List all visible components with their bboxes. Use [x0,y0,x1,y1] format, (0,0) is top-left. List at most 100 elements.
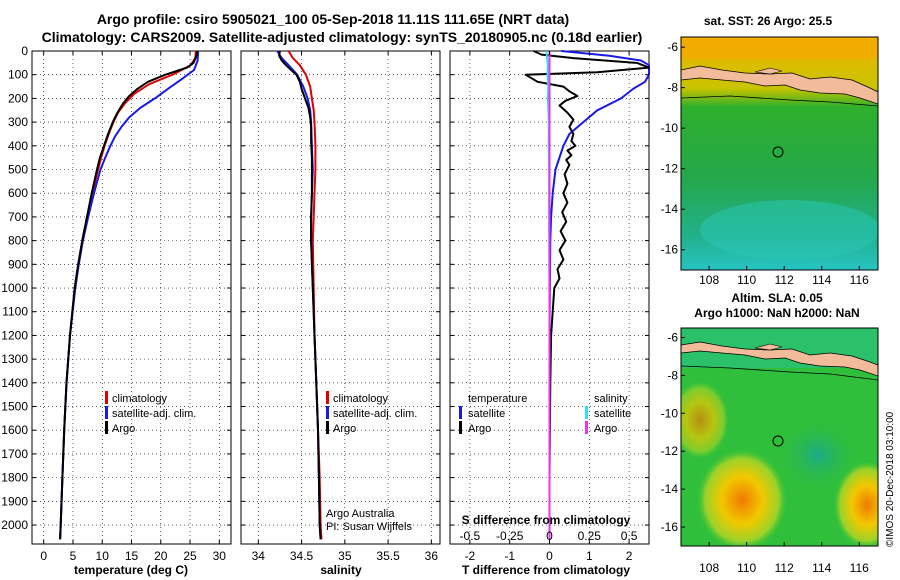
difference-panel: -2 -1 0 1 2 T difference from climatology S … [449,50,650,577]
y-tick-label: 1500 [1,400,28,414]
map-x-tick-label: 116 [850,273,869,287]
x-tick-label: 35 [338,549,352,563]
credit-argo-australia: Argo Australia [326,508,395,520]
credit-pi: PI: Susan Wijffels [326,521,412,533]
y-tick-label: 1900 [1,494,28,508]
y-tick-label: 800 [8,234,28,248]
sla-map-panel: Altim. SLA: 0.05 Argo h1000: NaN h2000: … [661,291,879,575]
salinity-diff-tick-label: -0.5 [460,529,481,543]
x-tick-label: 10 [96,549,110,563]
y-tick-label: 400 [8,139,28,153]
sla-argo-position-marker [772,435,784,447]
x-tick-label: -2 [465,549,476,563]
sst-contour [681,95,878,107]
sla-low-blob [776,417,860,493]
map-x-tick-label: 108 [699,561,719,575]
y-tick-label: 2000 [1,518,28,532]
legend-swatch-satellite [326,406,329,419]
legend-swatch-temp-argo [459,421,462,434]
map-x-tick-label: 114 [812,561,831,575]
sst-map-panel: sat. SST: 26 Argo: 25.5 108 110 112 114 116 -… [661,14,879,287]
salinity-diff-tick-label: 0.25 [578,529,602,543]
legend-swatch-argo [326,421,329,434]
salinity-legend: climatology satellite-adj. clim. Argo [326,391,417,435]
legend-label-temp-argo: Argo [468,423,491,435]
x-tick-label: 0 [546,549,553,563]
legend-swatch-temp-satellite [459,406,462,419]
map-y-tick-label: -14 [661,202,679,216]
map-y-tick-label: -8 [667,81,678,95]
legend-label-argo: Argo [333,423,356,435]
y-tick-label: 500 [8,163,28,177]
sla-map-title-1: Altim. SLA: 0.05 [731,291,823,305]
map-x-tick-label: 116 [850,561,869,575]
legend-swatch-climatology [105,391,108,404]
map-y-tick-label: -6 [667,330,678,344]
x-tick-label: 34.5 [290,549,314,563]
difference-legend: temperature satellite Argo salinity sate… [459,393,631,435]
legend-swatch-satellite [105,406,108,419]
x-tick-label: 30 [213,549,227,563]
map-y-tick-label: -16 [661,243,679,257]
x-tick-label: 5 [70,549,77,563]
map-x-tick-label: 112 [775,273,794,287]
map-x-tick-label: 112 [775,561,794,575]
legend-label-sal-argo: Argo [594,423,617,435]
sla-high-blob-coast [681,380,730,460]
y-tick-label: 300 [8,115,28,129]
legend-swatch-argo [105,421,108,434]
sst-map-title: sat. SST: 26 Argo: 25.5 [704,14,833,28]
temperature-legend: climatology satellite-adj. clim. Argo [105,391,196,435]
legend-label-argo: Argo [112,423,135,435]
legend-swatch-sal-satellite [585,406,588,419]
y-tick-label: 1300 [1,352,28,366]
map-y-tick-label: -10 [661,406,679,420]
sst-warm-band [681,37,878,59]
series-temperature-argo [524,50,650,540]
x-tick-label: 2 [626,549,633,563]
map-y-tick-label: -16 [661,520,679,534]
y-tick-label: 700 [8,210,28,224]
temperature-axes-frame [31,50,232,545]
salinity-panel: 34 34.5 35 35.5 36 salinity climatology sate… [240,50,441,577]
y-tick-label: 1100 [2,305,28,319]
legend-title-salinity: salinity [594,393,628,405]
series-argo [278,50,322,540]
legend-label-climatology: climatology [333,393,389,405]
map-x-tick-label: 114 [812,273,831,287]
y-tick-label: 1700 [1,447,28,461]
salinity-diff-tick-label: 0.5 [621,529,638,543]
legend-title-temperature: temperature [468,393,527,405]
map-y-tick-label: -8 [667,368,678,382]
y-tick-label: 1800 [1,471,28,485]
x-tick-label: 25 [183,549,197,563]
madura-island-2 [754,343,783,351]
legend-label-climatology: climatology [112,393,168,405]
sla-map-frame [680,327,879,547]
y-tick-label: 1400 [1,376,28,390]
madura-island [754,67,783,75]
y-tick-label: 1000 [1,281,28,295]
x-tick-label: 36 [425,549,439,563]
sst-cool-region [700,200,878,260]
legend-label-sal-satellite: satellite [594,408,631,420]
x-tick-label: 0 [40,549,47,563]
figure-title-line-2: Climatology: CARS2009. Satellite-adjuste… [42,29,643,45]
map-y-tick-label: -14 [661,482,679,496]
legend-label-satellite: satellite-adj. clim. [112,408,196,420]
legend-label-satellite: satellite-adj. clim. [333,408,417,420]
map-x-tick-label: 110 [737,561,756,575]
sla-high-blob-west [696,448,788,546]
sst-argo-position-marker [772,146,784,158]
s-difference-x-label: S difference from climatology [462,513,631,527]
sst-map-frame [680,36,879,271]
x-tick-label: -1 [504,549,515,563]
java-island [681,65,878,105]
y-tick-label: 1600 [1,423,28,437]
x-tick-label: 1 [586,549,593,563]
sla-map-title-2: Argo h1000: NaN h2000: NaN [694,306,859,320]
map-y-tick-label: -12 [661,162,679,176]
salinity-diff-tick-label: -0.25 [496,529,524,543]
y-tick-label: 600 [8,186,28,200]
